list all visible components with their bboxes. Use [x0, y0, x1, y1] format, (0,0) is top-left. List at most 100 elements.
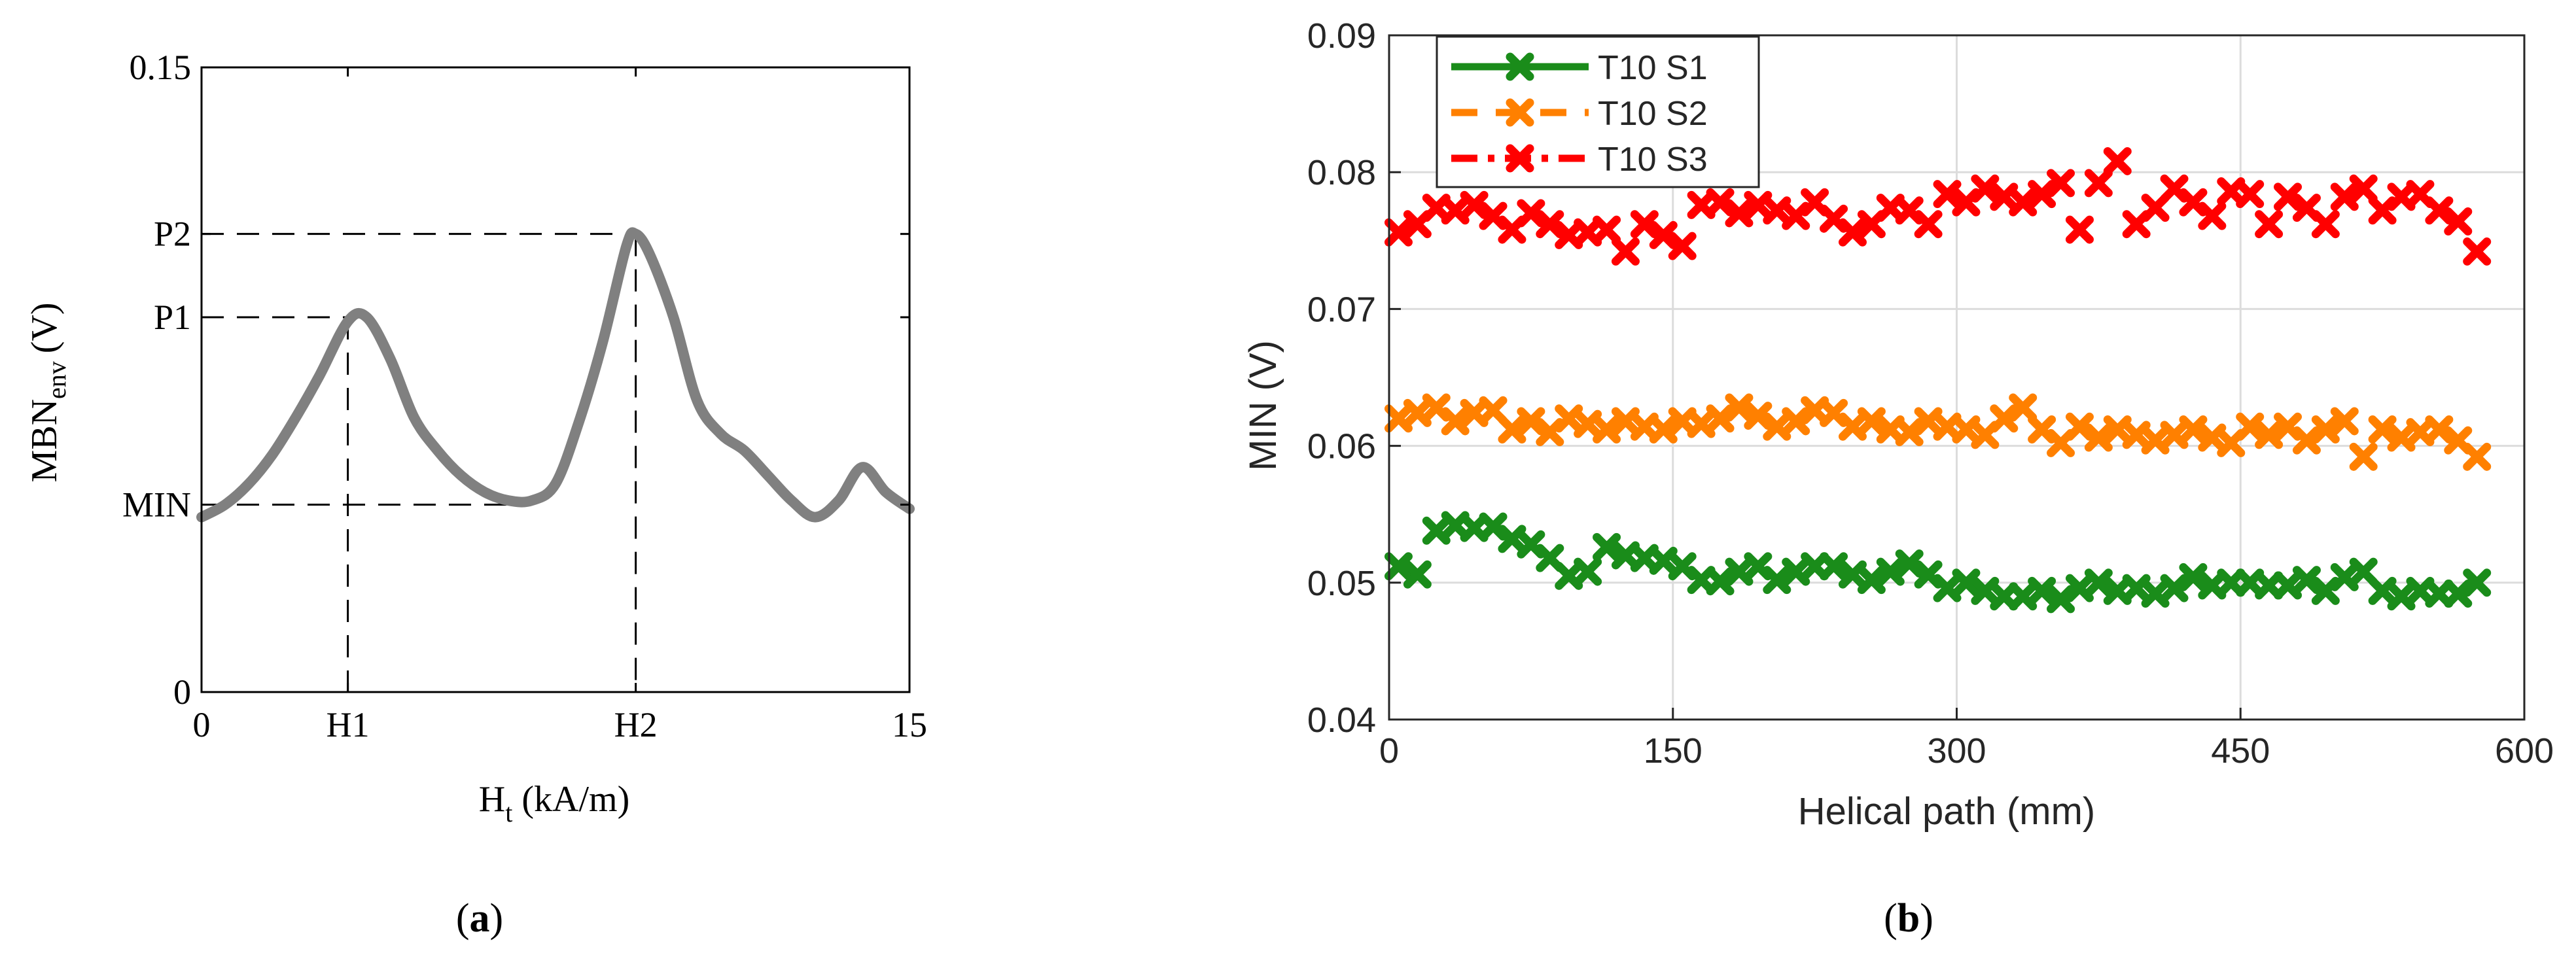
- data-point-shape: [1744, 402, 1773, 430]
- data-point-shape: [2463, 568, 2492, 597]
- data-point: [2009, 188, 2038, 217]
- data-point: [1517, 407, 1545, 436]
- data-point-shape: [2330, 182, 2359, 211]
- data-point-shape: [2349, 174, 2378, 203]
- data-point-shape: [2463, 442, 2492, 471]
- data-point-shape: [1611, 237, 1640, 266]
- data-point: [1725, 199, 1754, 228]
- legend-entry-t10-s3: T10 S3: [1451, 141, 1708, 179]
- panel-a-caption: (a): [456, 896, 503, 941]
- data-point-shape: [1706, 567, 1735, 596]
- data-point-shape: [1706, 188, 1735, 217]
- data-point: [1384, 218, 1413, 247]
- data-point-shape: [2028, 180, 2056, 209]
- data-point: [2311, 210, 2340, 239]
- data-point-shape: [1593, 415, 1621, 443]
- data-point-shape: [1649, 415, 1678, 443]
- panel-b-x-tick-label: 0: [1379, 731, 1399, 771]
- legend-marker: [1506, 144, 1534, 173]
- data-point: [1649, 220, 1678, 249]
- data-point: [1384, 552, 1413, 581]
- data-point: [2292, 426, 2321, 455]
- panel-a-x-tick-label: H1: [326, 705, 370, 744]
- panel-b-legend: T10 S1 T10 S2 T10 S3: [1436, 35, 1760, 188]
- data-point-shape: [1876, 557, 1905, 586]
- data-point-shape: [1725, 199, 1754, 228]
- legend-marker-shape: [1506, 144, 1534, 173]
- data-point: [1517, 199, 1545, 228]
- panel-a-axes-box: [200, 66, 911, 693]
- data-point-shape: [2425, 196, 2454, 225]
- panel-b-y-axis-label: MIN (V): [1242, 340, 1284, 471]
- data-point: [1895, 418, 1924, 447]
- legend-marker: [1506, 98, 1534, 127]
- data-point: [2084, 568, 2113, 597]
- data-point-shape: [2028, 576, 2056, 605]
- series-t10-s2: [1384, 393, 2492, 471]
- data-point: [2444, 207, 2473, 236]
- panel-b-x-axis-label: Helical path (mm): [1798, 790, 2095, 833]
- data-point: [2330, 182, 2359, 211]
- data-point: [1536, 210, 1564, 239]
- data-point-shape: [2255, 210, 2284, 239]
- data-point-shape: [2368, 415, 2397, 443]
- data-point-shape: [1820, 552, 1848, 581]
- data-point-shape: [1649, 220, 1678, 249]
- panel-a-y-tick-label: P2: [154, 215, 191, 254]
- data-point-shape: [2292, 426, 2321, 455]
- data-point-shape: [2047, 169, 2075, 198]
- data-point-shape: [2009, 188, 2038, 217]
- data-point-shape: [2084, 423, 2113, 452]
- data-point: [2084, 169, 2113, 198]
- data-point: [1725, 393, 1754, 422]
- data-point: [2255, 421, 2284, 449]
- data-point: [1876, 557, 1905, 586]
- data-point-shape: [1384, 552, 1413, 581]
- data-point: [2274, 182, 2303, 211]
- legend-marker-shape: [1506, 98, 1534, 127]
- data-point: [1744, 402, 1773, 430]
- data-point-shape: [1857, 566, 1886, 595]
- panel-a-x-axis-label: Ht (kA/m): [479, 779, 629, 827]
- data-point-shape: [2292, 566, 2321, 595]
- data-point: [2065, 215, 2094, 244]
- data-point: [1952, 568, 1981, 597]
- data-point-shape: [1933, 180, 1962, 209]
- data-point: [2349, 174, 2378, 203]
- data-point: [2160, 574, 2189, 602]
- series-t10-s1: [1384, 511, 2492, 614]
- data-point-shape: [1460, 190, 1489, 219]
- data-point-shape: [2425, 415, 2454, 443]
- data-point-shape: [1971, 174, 2000, 203]
- panel-b-y-tick-label: 0.09: [1307, 16, 1376, 56]
- data-point: [1611, 237, 1640, 266]
- data-point-shape: [1706, 404, 1735, 433]
- data-point-shape: [2179, 415, 2208, 443]
- panel-a-y-tick-label: P1: [154, 298, 191, 337]
- panel-a-x-tick-label: H2: [614, 705, 658, 744]
- data-point-shape: [2065, 412, 2094, 441]
- data-point: [2047, 585, 2075, 614]
- data-point-shape: [2274, 182, 2303, 211]
- data-point: [1574, 557, 1602, 586]
- data-point: [2047, 169, 2075, 198]
- data-point: [2236, 180, 2265, 209]
- data-point-shape: [1952, 568, 1981, 597]
- data-point: [1763, 566, 1791, 595]
- data-point-shape: [2236, 412, 2265, 441]
- panel-a-y-axis-label: MBNenv (V): [24, 302, 71, 482]
- data-point-shape: [2463, 237, 2492, 266]
- panel-b-x-tick-label: 450: [2211, 731, 2270, 771]
- data-point-shape: [2311, 210, 2340, 239]
- data-point: [1857, 407, 1886, 436]
- data-point: [1498, 415, 1526, 443]
- data-point-shape: [1857, 407, 1886, 436]
- data-point-shape: [2009, 393, 2038, 422]
- panel-a-x-tick-label: 0: [193, 705, 211, 744]
- data-point: [1857, 566, 1886, 595]
- data-point-shape: [2065, 215, 2094, 244]
- data-point-shape: [2311, 415, 2340, 443]
- data-point: [1971, 174, 2000, 203]
- data-point: [1460, 190, 1489, 219]
